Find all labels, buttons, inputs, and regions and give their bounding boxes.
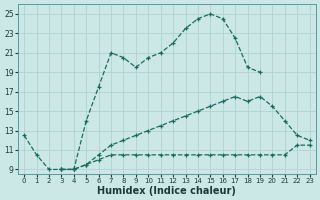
X-axis label: Humidex (Indice chaleur): Humidex (Indice chaleur) [98,186,236,196]
